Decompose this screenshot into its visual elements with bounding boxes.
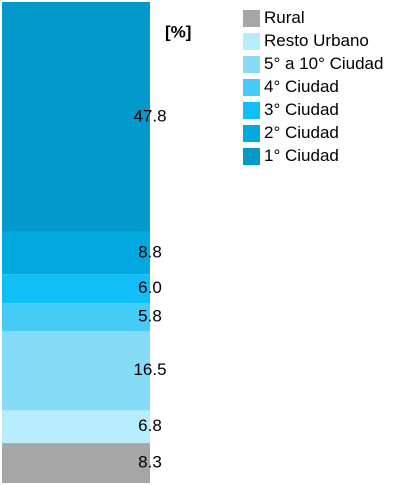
value-label: 8.8 [138,243,162,262]
legend-label: 5° a 10° Ciudad [264,54,384,73]
bar-segment [2,274,150,304]
legend-item: Resto Urbano [243,30,401,52]
value-label: 16.5 [133,360,166,379]
legend-item: 3° Ciudad [243,99,401,121]
legend-swatch [243,124,260,142]
legend-swatch [243,147,260,165]
bar-segment [2,443,150,483]
legend-item: 2° Ciudad [243,122,401,144]
bar-segment [2,231,150,275]
legend-swatch [243,101,260,119]
legend-swatch [243,78,260,96]
bar-segment [2,2,150,232]
chart: [%] 8.3 6.8 16.5 5.8 6.0 8.8 47.8 [2,2,191,483]
value-label: 5.8 [138,307,162,326]
legend-label: 1° Ciudad [264,146,339,165]
legend-label: 3° Ciudad [264,100,339,119]
legend-label: 2° Ciudad [264,123,339,142]
legend-item: 4° Ciudad [243,76,401,98]
legend-item: 5° a 10° Ciudad [243,53,401,75]
legend-label: Resto Urbano [264,31,369,50]
unit-label: [%] [165,22,191,41]
legend: Rural Resto Urbano 5° a 10° Ciudad 4° Ciuda… [243,7,401,168]
value-label: 6.8 [138,416,162,435]
legend-item: 1° Ciudad [243,145,401,167]
legend-label: Rural [264,8,305,27]
legend-swatch [243,32,260,50]
bar-segment [2,410,150,444]
value-label: 47.8 [133,106,166,125]
legend-label: 4° Ciudad [264,77,339,96]
legend-swatch [243,9,260,27]
legend-swatch [243,55,260,73]
bar-segment [2,331,150,411]
value-label: 6.0 [138,278,162,297]
bar-segment [2,303,150,332]
legend-item: Rural [243,7,401,29]
value-label: 8.3 [138,453,162,472]
